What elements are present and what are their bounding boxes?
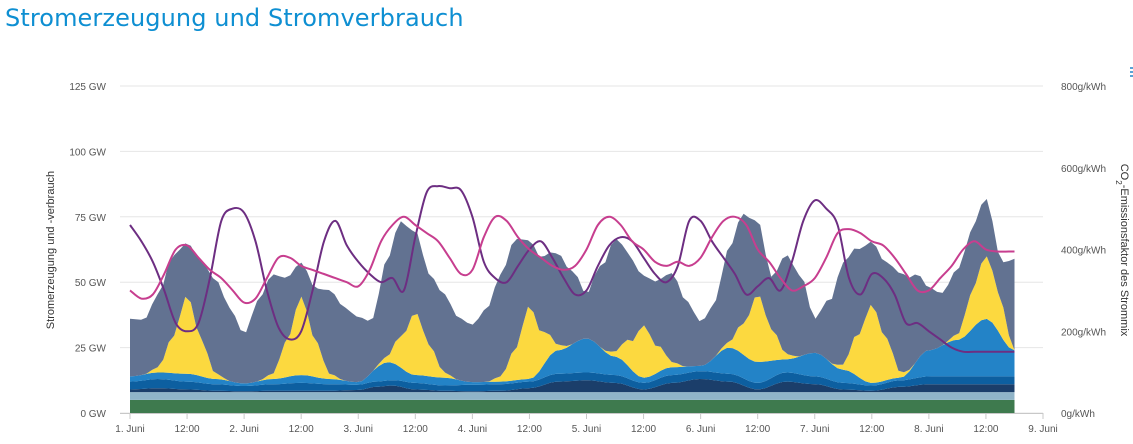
y2-axis-title: CO2-Emissionsfaktor des Strommix	[1115, 164, 1131, 337]
y2-tick-label: 800g/kWh	[1061, 82, 1106, 93]
y2-axis-title-rest: -Emissionsfaktor des Strommix	[1118, 185, 1130, 337]
line-co2-emission	[129, 184, 1015, 354]
x-tick-label: 2. Juni	[229, 424, 258, 435]
y2-tick-label: 200g/kWh	[1061, 327, 1106, 338]
page-title: Stromerzeugung und Stromverbrauch	[5, 4, 464, 32]
x-tick-label: 12:00	[631, 424, 656, 435]
x-tick-label: 12:00	[745, 424, 770, 435]
x-tick-label: 7. Juni	[800, 424, 829, 435]
x-tick-label: 4. Juni	[458, 424, 487, 435]
x-tick-label: 12:00	[175, 424, 200, 435]
x-tick-label: 1. Juni	[115, 424, 144, 435]
y-tick-label: 125 GW	[69, 82, 106, 93]
y2-axis-title-subscript: 2	[1115, 180, 1124, 185]
x-tick-label: 5. Juni	[572, 424, 601, 435]
area-steinkohle-gas	[130, 371, 1015, 392]
y-tick-label: 75 GW	[75, 213, 107, 224]
y2-tick-label: 400g/kWh	[1061, 246, 1106, 257]
axes: 0 GW 25 GW 50 GW 75 GW 100 GW 125 GW 0g/kWh 200…	[69, 82, 1106, 435]
y-tick-label: 25 GW	[75, 344, 107, 355]
x-tick-label: 12:00	[973, 424, 998, 435]
x-tick-label: 12:00	[403, 424, 428, 435]
x-tick-label: 12:00	[517, 424, 542, 435]
y-axis-title: Stromerzeugung und -verbrauch	[45, 171, 57, 329]
x-tick-label: 12:00	[859, 424, 884, 435]
x-tick-label: 9. Juni	[1028, 424, 1057, 435]
emission-lines	[129, 184, 1015, 354]
area-solar	[130, 256, 1015, 384]
area-braunkohle	[130, 379, 1015, 393]
area-laufwasser	[130, 392, 1015, 400]
x-tick-label: 6. Juni	[686, 424, 715, 435]
area-wind	[130, 318, 1015, 386]
y-tick-label: 0 GW	[80, 409, 106, 420]
x-tick-label: 3. Juni	[344, 424, 373, 435]
y-tick-label: 100 GW	[69, 147, 106, 158]
y-tick-label: 50 GW	[75, 278, 107, 289]
y2-tick-label: 0g/kWh	[1061, 409, 1095, 420]
y2-tick-label: 600g/kWh	[1061, 164, 1106, 175]
stacked-areas	[130, 199, 1015, 413]
y2-axis-title-co: CO	[1118, 164, 1130, 181]
area-kernenergie-biomasse	[130, 399, 1015, 413]
x-tick-label: 12:00	[289, 424, 314, 435]
x-tick-label: 8. Juni	[914, 424, 943, 435]
line-co2-emission	[129, 214, 1015, 305]
